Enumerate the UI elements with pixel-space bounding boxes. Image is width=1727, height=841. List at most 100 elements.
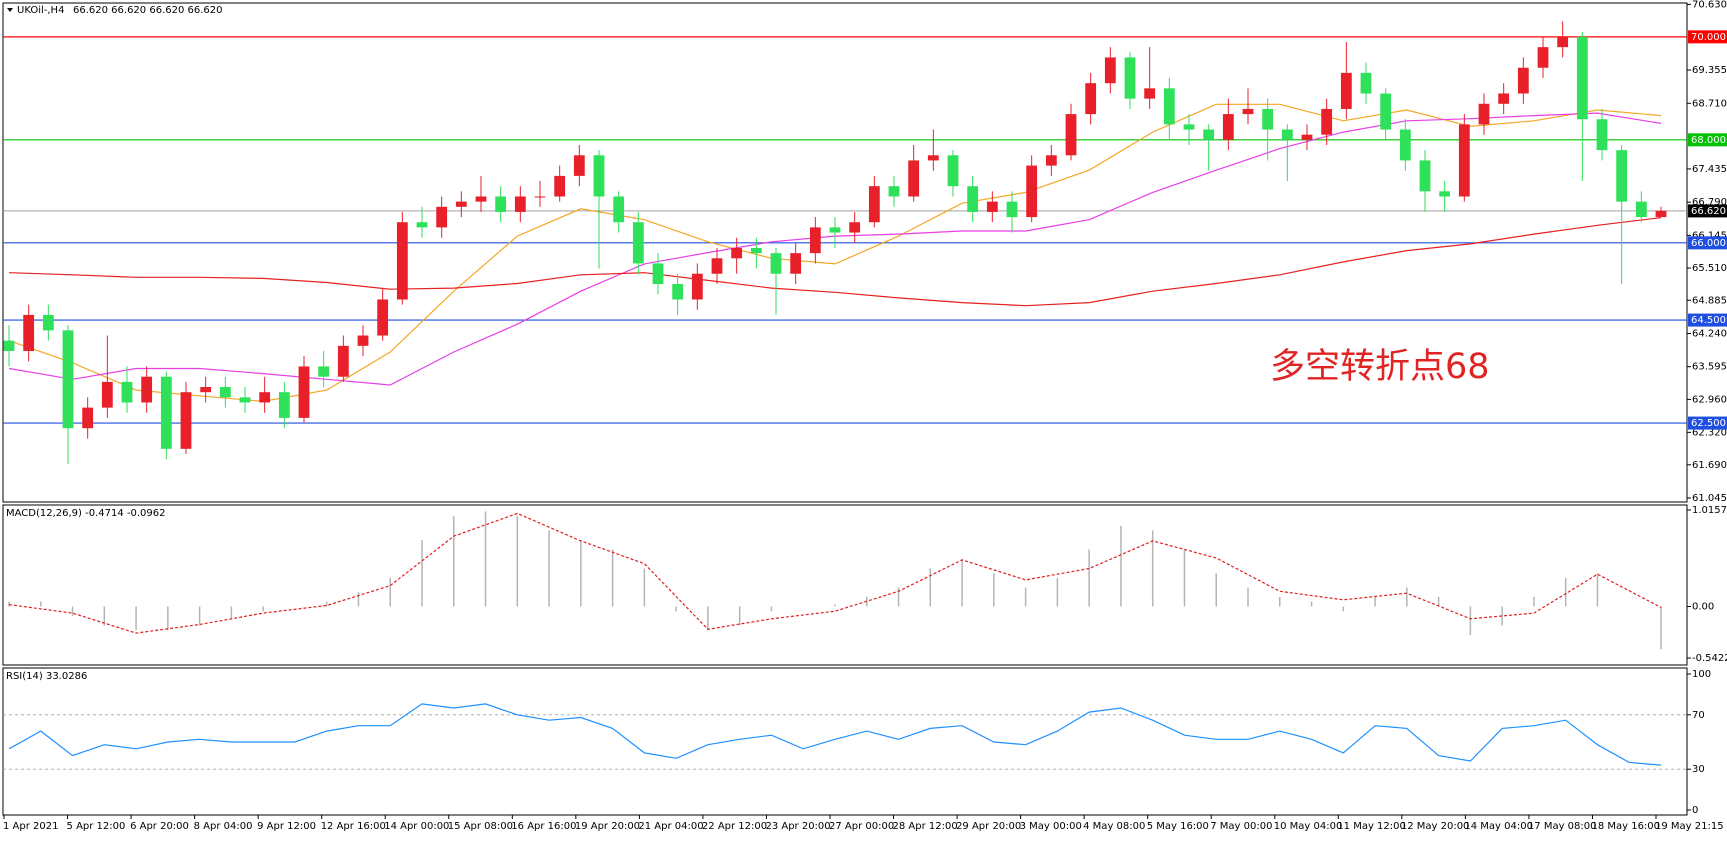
candle-body xyxy=(967,186,979,212)
candle-body xyxy=(1537,47,1549,68)
candle-body xyxy=(593,155,605,197)
candle-body xyxy=(1085,83,1097,115)
candle-body xyxy=(219,387,231,398)
candle-body xyxy=(632,222,644,264)
x-tick-label: 3 May 00:00 xyxy=(1020,821,1082,832)
x-tick-label: 14 May 04:00 xyxy=(1464,821,1533,832)
y-tick-label: 100 xyxy=(1692,669,1711,680)
candle-body xyxy=(1104,57,1116,84)
candle-body xyxy=(1498,93,1510,104)
candle-body xyxy=(1242,108,1254,115)
macd-signal xyxy=(8,512,1662,634)
candle-body xyxy=(809,227,821,254)
x-tick-label: 12 Apr 16:00 xyxy=(321,821,386,832)
candle-body xyxy=(475,196,487,202)
x-tick-label: 23 Apr 20:00 xyxy=(765,821,830,832)
x-tick-label: 15 Apr 08:00 xyxy=(448,821,513,832)
y-tick-label: 1.0157 xyxy=(1692,505,1727,516)
x-tick-label: 21 Apr 04:00 xyxy=(638,821,703,832)
x-tick-label: 1 Apr 2021 xyxy=(3,821,58,832)
candle-body xyxy=(278,392,290,418)
y-tick-label: -0.5422 xyxy=(1692,653,1727,664)
candle-body xyxy=(986,201,998,212)
candle-body xyxy=(770,253,782,274)
candle-body xyxy=(1203,129,1215,140)
y-tick-label: 66.790 xyxy=(1692,197,1727,208)
y-tick-label: 69.355 xyxy=(1692,65,1727,76)
candle-body xyxy=(1596,119,1608,151)
candle-body xyxy=(160,376,172,449)
candle-body xyxy=(1399,129,1411,161)
candle-body xyxy=(1458,124,1470,197)
candle-body xyxy=(711,258,723,274)
candle-body xyxy=(888,186,900,197)
x-tick-label: 16 Apr 16:00 xyxy=(511,821,576,832)
x-tick-label: 29 Apr 20:00 xyxy=(956,821,1021,832)
y-tick-label: 68.710 xyxy=(1692,98,1727,109)
candle-body xyxy=(23,314,35,351)
x-tick-label: 9 Apr 12:00 xyxy=(257,821,316,832)
candle-body xyxy=(416,222,428,228)
candle-body xyxy=(1262,108,1274,130)
candle-body xyxy=(1144,88,1156,99)
x-tick-label: 5 Apr 12:00 xyxy=(67,821,126,832)
level-tag xyxy=(1688,30,1727,44)
level-tag xyxy=(1688,236,1727,250)
candle-body xyxy=(377,299,389,336)
candle-body xyxy=(82,407,94,429)
y-tick-label: 66.145 xyxy=(1692,230,1727,241)
candle-body xyxy=(1045,155,1057,166)
candle-body xyxy=(180,392,192,449)
rsi-line xyxy=(8,703,1662,766)
candle-body xyxy=(200,387,212,393)
candle-body xyxy=(750,247,762,254)
y-tick-label: 0.00 xyxy=(1692,601,1714,612)
candle-body xyxy=(849,222,861,233)
x-tick-label: 12 May 20:00 xyxy=(1401,821,1470,832)
candle-body xyxy=(259,392,271,403)
candle-body xyxy=(337,345,349,377)
candle-body xyxy=(141,376,153,403)
y-tick-label: 61.045 xyxy=(1692,493,1727,504)
x-tick-label: 11 May 12:00 xyxy=(1337,821,1406,832)
y-tick-label: 70.630 xyxy=(1692,0,1727,10)
candle-body xyxy=(455,201,467,207)
candle-body xyxy=(927,155,939,161)
candle-body xyxy=(731,247,743,259)
x-tick-label: 8 Apr 04:00 xyxy=(194,821,253,832)
level-label: 62.500 xyxy=(1691,418,1726,429)
x-tick-label: 19 May 21:15 xyxy=(1655,821,1724,832)
x-tick-label: 4 May 08:00 xyxy=(1083,821,1145,832)
candle-body xyxy=(318,366,330,377)
current-price-tag xyxy=(1688,204,1727,218)
candle-body xyxy=(790,253,802,274)
level-tag xyxy=(1688,416,1727,430)
y-tick-label: 0 xyxy=(1692,805,1698,816)
x-tick-label: 27 Apr 00:00 xyxy=(829,821,894,832)
y-tick-label: 64.885 xyxy=(1692,295,1727,306)
x-tick-label: 28 Apr 12:00 xyxy=(893,821,958,832)
level-tag xyxy=(1688,133,1727,147)
x-tick-label: 7 May 00:00 xyxy=(1210,821,1272,832)
candle-body xyxy=(1419,160,1431,192)
candle-body xyxy=(1183,124,1195,130)
menu-arrow xyxy=(7,8,13,12)
candle-body xyxy=(1557,36,1569,48)
x-tick-label: 18 May 16:00 xyxy=(1591,821,1660,832)
macd-panel xyxy=(2,504,1688,666)
candle-body xyxy=(1635,201,1647,218)
x-tick-label: 19 Apr 20:00 xyxy=(575,821,640,832)
rsi-panel xyxy=(2,667,1688,816)
y-tick-label: 62.960 xyxy=(1692,394,1727,405)
y-tick-label: 63.595 xyxy=(1692,362,1727,373)
level-label: 70.000 xyxy=(1691,32,1726,43)
y-tick-label: 67.435 xyxy=(1692,164,1727,175)
candle-body xyxy=(1026,165,1038,218)
candle-body xyxy=(1006,201,1018,218)
ohlc-text: 66.620 66.620 66.620 66.620 xyxy=(73,5,223,16)
candle-body xyxy=(613,196,625,223)
level-label: 64.500 xyxy=(1691,315,1726,326)
candle-body xyxy=(495,196,507,212)
candle-body xyxy=(1576,36,1588,120)
